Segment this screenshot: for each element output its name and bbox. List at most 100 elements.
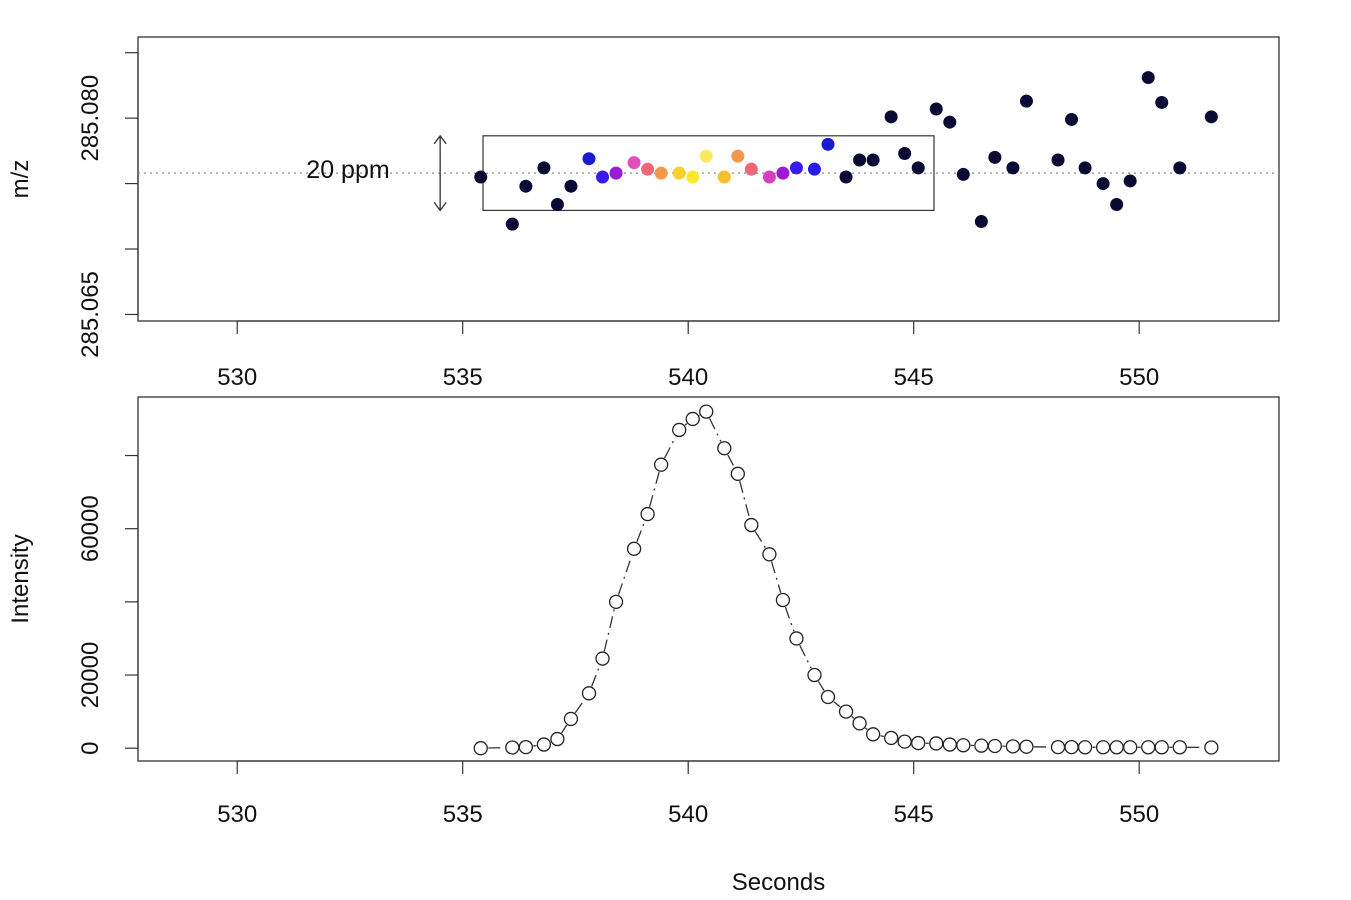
mz-point: [898, 146, 912, 160]
intensity-point: [1141, 740, 1156, 755]
y-tick-label: 0: [77, 742, 104, 755]
intensity-point: [911, 735, 926, 751]
mz-point: [1051, 153, 1065, 167]
intensity-line-segment: [817, 681, 825, 691]
intensity-point: [699, 404, 714, 419]
intensity-line-segment: [739, 480, 751, 518]
mz-point: [789, 161, 803, 175]
mz-point: [929, 102, 943, 116]
mz-point: [744, 162, 758, 176]
mz-point: [866, 153, 880, 167]
mz-point: [519, 179, 533, 193]
intensity-point: [942, 737, 957, 752]
intensity-point: [1050, 739, 1066, 755]
mz-point: [717, 170, 731, 184]
x-tick-label: 535: [443, 364, 483, 391]
intensity-point: [685, 411, 700, 427]
intensity-point: [550, 731, 565, 747]
x-tick-label: 530: [217, 801, 257, 828]
mz-point: [582, 152, 596, 166]
mz-point: [1141, 71, 1155, 85]
x-tick-label: 540: [668, 364, 708, 391]
intensity-point: [563, 711, 579, 727]
intensity-point: [581, 686, 597, 701]
mz-point: [1204, 110, 1218, 124]
mz-point: [839, 170, 853, 184]
mz-point: [776, 166, 790, 180]
mz-point: [974, 215, 988, 229]
intensity-point: [473, 741, 488, 756]
x-tick-label: 550: [1119, 364, 1159, 391]
intensity-point: [852, 716, 867, 731]
mz-point: [564, 179, 578, 193]
mz-point: [1006, 161, 1020, 175]
intensity-line-segment: [664, 436, 677, 459]
ppm-annotation-label: 20 ppm: [306, 156, 389, 184]
intensity-point: [595, 651, 610, 666]
intensity-point: [929, 736, 944, 751]
intensity-point: [626, 541, 642, 556]
intensity-line-segment: [636, 520, 646, 543]
intensity-point: [640, 506, 655, 522]
mz-point: [1155, 95, 1169, 109]
mz-point: [672, 166, 686, 180]
x-tick-label: 535: [443, 801, 483, 828]
mz-point: [627, 156, 641, 170]
y-axis-title: m/z: [7, 160, 34, 199]
intensity-point: [1109, 740, 1124, 755]
mz-point: [505, 217, 519, 231]
intensity-line-segment: [708, 418, 722, 442]
intensity-line-segment: [648, 471, 660, 508]
intensity-point: [1019, 739, 1034, 754]
mz-point: [762, 170, 776, 184]
mz-point: [988, 150, 1002, 164]
ppm-arrow-head-top: [433, 134, 447, 145]
intensity-point: [536, 737, 552, 752]
intensity-point: [789, 631, 804, 646]
mz-point: [884, 110, 898, 124]
intensity-line-segment: [833, 701, 841, 708]
intensity-line-segment: [574, 699, 586, 714]
intensity-point: [884, 730, 899, 746]
intensity-point: [987, 738, 1003, 754]
intensity-point: [775, 592, 791, 608]
x-axis-title: Seconds: [732, 869, 825, 896]
mz-point: [1123, 174, 1137, 188]
mz-point: [807, 162, 821, 176]
x-tick-label: 545: [894, 364, 934, 391]
mz-point: [596, 170, 610, 184]
mz-point: [699, 149, 713, 163]
intensity-point: [505, 740, 520, 755]
x-tick-label: 550: [1119, 801, 1159, 828]
intensity-point: [608, 594, 624, 610]
intensity-point: [1154, 740, 1169, 755]
intensity-line-segment: [603, 609, 615, 652]
intensity-line-segment: [784, 606, 795, 632]
intensity-line-segment: [591, 665, 601, 687]
y-tick-label: 285.065: [77, 271, 104, 358]
plot-frame: [137, 396, 1280, 762]
intensity-line-segment: [684, 423, 688, 426]
mz-point: [537, 161, 551, 175]
mz-point: [1096, 177, 1110, 191]
intensity-line-segment: [754, 531, 767, 549]
mz-point: [1078, 161, 1092, 175]
intensity-point: [518, 739, 533, 755]
mz-point: [956, 167, 970, 181]
mz-point: [1065, 112, 1079, 126]
intensity-point: [1064, 739, 1079, 755]
intensity-point: [1095, 740, 1111, 755]
intensity-line-segment: [799, 644, 812, 669]
intensity-point: [672, 422, 687, 438]
intensity-point: [744, 517, 759, 533]
intensity-point: [897, 734, 912, 749]
x-tick-label: 530: [217, 364, 257, 391]
intensity-point: [820, 689, 836, 705]
intensity-point: [807, 667, 822, 683]
intensity-point: [1077, 740, 1093, 755]
intensity-line-segment: [727, 454, 735, 468]
y-axis-title: Intensity: [7, 534, 34, 623]
intensity-line-segment: [880, 735, 884, 738]
mz-point: [609, 166, 623, 180]
